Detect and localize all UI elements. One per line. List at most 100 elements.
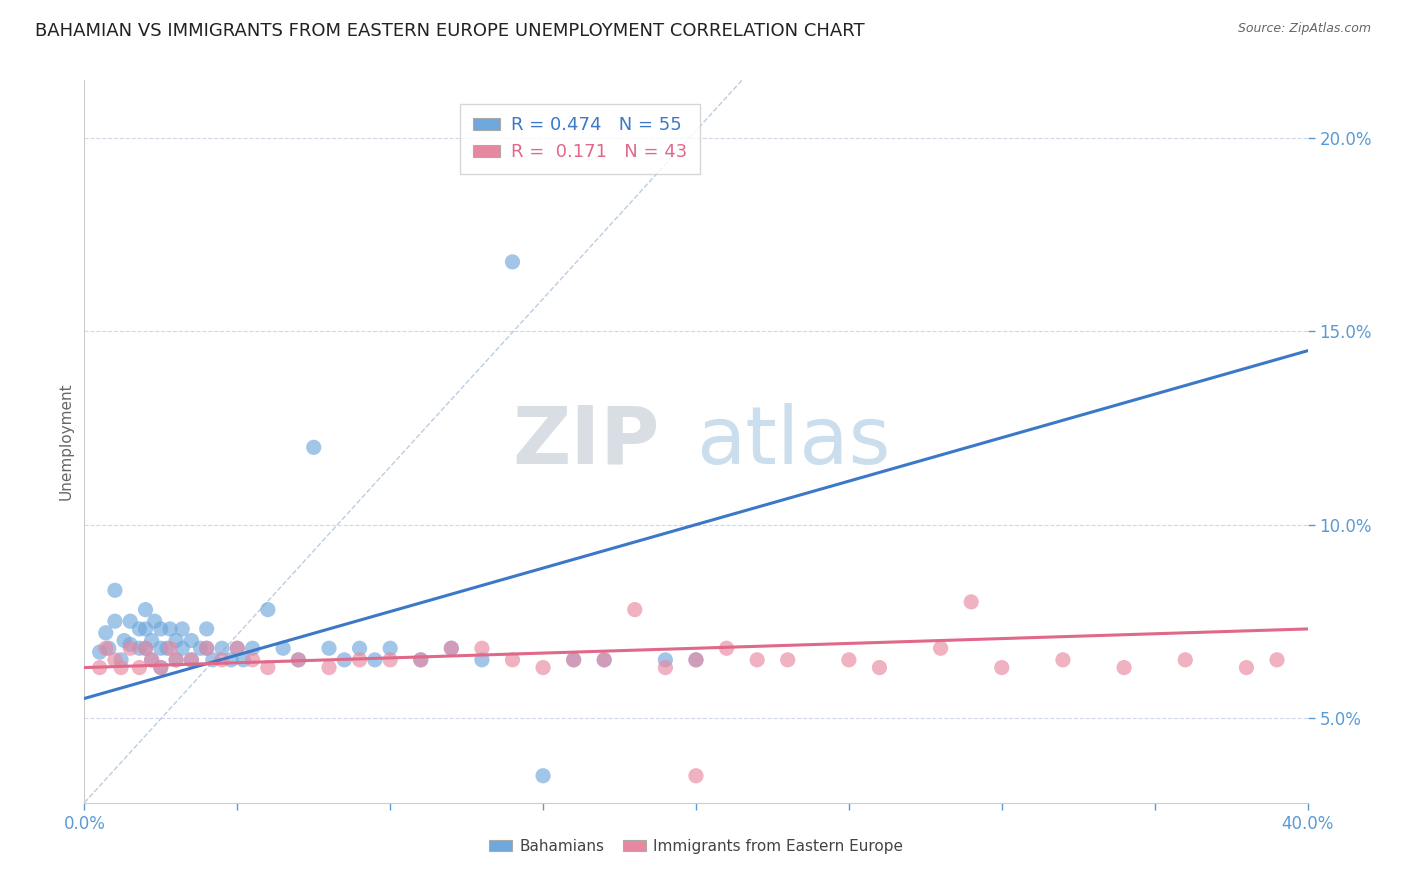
Point [211,641,233,656]
Point [654,660,676,674]
Point [364,653,387,667]
Point [135,602,157,616]
Point [195,641,218,656]
Point [195,622,218,636]
Point [624,602,647,616]
Point [128,660,150,674]
Point [409,653,432,667]
Point [562,653,585,667]
Point [226,641,249,656]
Point [531,769,554,783]
Point [141,653,163,667]
Point [165,633,187,648]
Point [716,641,738,656]
Point [257,602,280,616]
Point [149,641,172,656]
Point [654,653,676,667]
Point [94,641,117,656]
Point [89,645,111,659]
Point [1236,660,1258,674]
Point [960,595,983,609]
Point [112,633,135,648]
Point [120,641,142,656]
Point [165,653,187,667]
Text: BAHAMIAN VS IMMIGRANTS FROM EASTERN EUROPE UNEMPLOYMENT CORRELATION CHART: BAHAMIAN VS IMMIGRANTS FROM EASTERN EURO… [35,22,865,40]
Point [593,653,616,667]
Point [135,641,157,656]
Point [349,641,371,656]
Point [180,633,202,648]
Point [159,622,181,636]
Text: ZIP: ZIP [512,402,659,481]
Point [110,660,132,674]
Point [440,641,463,656]
Point [94,625,117,640]
Point [1265,653,1288,667]
Point [190,641,212,656]
Text: Source: ZipAtlas.com: Source: ZipAtlas.com [1237,22,1371,36]
Point [226,641,249,656]
Point [159,641,181,656]
Point [685,653,707,667]
Point [104,653,127,667]
Point [242,653,264,667]
Point [97,641,120,656]
Point [201,653,224,667]
Point [685,653,707,667]
Point [318,660,340,674]
Text: atlas: atlas [696,402,890,481]
Point [991,660,1014,674]
Point [156,641,179,656]
Point [120,614,142,628]
Point [531,660,554,674]
Point [104,583,127,598]
Point [440,641,463,656]
Point [471,653,494,667]
Point [120,637,142,651]
Point [1174,653,1197,667]
Point [471,641,494,656]
Point [271,641,294,656]
Point [685,769,707,783]
Point [287,653,309,667]
Point [141,653,163,667]
Point [149,660,172,674]
Point [287,653,309,667]
Point [1052,653,1074,667]
Point [128,641,150,656]
Point [143,614,166,628]
Point [180,653,202,667]
Point [502,653,524,667]
Point [141,633,163,648]
Point [172,622,194,636]
Point [172,641,194,656]
Point [128,622,150,636]
Point [380,653,402,667]
Point [149,622,172,636]
Point [562,653,585,667]
Point [257,660,280,674]
Point [838,653,860,667]
Point [195,641,218,656]
Point [165,653,187,667]
Legend: Bahamians, Immigrants from Eastern Europe: Bahamians, Immigrants from Eastern Europ… [482,833,910,860]
Point [1114,660,1136,674]
Point [104,614,127,628]
Point [318,641,340,656]
Point [219,653,242,667]
Point [232,653,254,667]
Point [380,641,402,656]
Point [747,653,769,667]
Point [929,641,952,656]
Point [502,255,524,269]
Point [242,641,264,656]
Point [180,653,202,667]
Point [89,660,111,674]
Point [302,440,325,454]
Point [349,653,371,667]
Point [409,653,432,667]
Point [135,641,157,656]
Point [110,653,132,667]
Y-axis label: Unemployment: Unemployment [58,383,73,500]
Point [211,653,233,667]
